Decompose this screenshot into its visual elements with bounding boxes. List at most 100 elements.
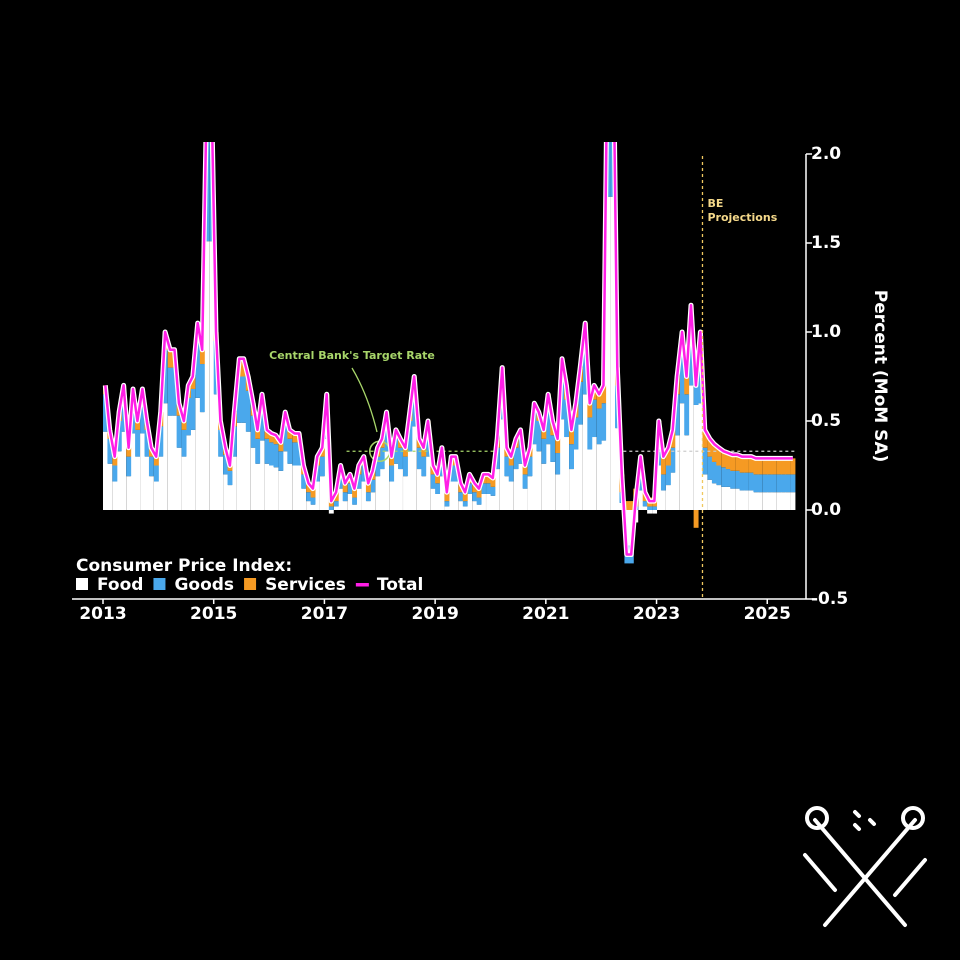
bar-segment <box>518 438 524 464</box>
bar-segment <box>573 449 579 510</box>
bar-segment <box>190 388 196 430</box>
bar-segment <box>375 456 381 477</box>
bar-segment <box>379 469 385 510</box>
bar-segment <box>647 506 653 510</box>
bar-segment <box>328 510 334 514</box>
bar-segment <box>264 438 270 464</box>
bar-segment <box>126 476 132 510</box>
bar-segment <box>227 465 233 471</box>
bar-segment <box>564 399 570 438</box>
bar-segment <box>467 483 473 494</box>
bar-segment <box>287 429 293 439</box>
legend-label: Food <box>97 575 143 595</box>
bar-segment <box>153 465 159 482</box>
bar-segment <box>781 458 787 475</box>
bar-segment <box>486 493 491 510</box>
bar-segment <box>458 492 464 502</box>
bar-segment <box>582 394 588 510</box>
bar-segment <box>481 483 486 494</box>
x-tick-label: 2013 <box>79 604 126 624</box>
y-tick-label: 1.0 <box>811 322 841 342</box>
bar-segment <box>744 456 749 473</box>
bar-segment <box>181 421 187 430</box>
bar-segment <box>541 429 547 439</box>
bar-segment <box>721 467 727 487</box>
bar-segment <box>684 394 690 436</box>
bar-segment <box>158 426 164 457</box>
legend-swatch <box>355 583 369 587</box>
bar-segment <box>776 474 782 493</box>
bar-segment <box>513 447 519 470</box>
bar-segment <box>250 447 256 510</box>
bar-segment <box>610 196 616 510</box>
bar-segment <box>688 323 694 386</box>
bar-segment <box>282 421 288 452</box>
x-tick-label: 2021 <box>522 604 569 624</box>
bar-segment <box>642 501 648 507</box>
bar-segment <box>577 381 583 425</box>
bar-segment <box>241 422 247 510</box>
bar-segment <box>564 437 570 510</box>
bar-segment <box>785 492 791 510</box>
bar-segment <box>241 376 247 423</box>
bar-segment <box>490 477 496 487</box>
bar-segment <box>107 438 113 464</box>
bar-segment <box>370 492 376 510</box>
bar-segment <box>462 501 468 507</box>
bar-segment <box>555 474 561 510</box>
bar-segment <box>647 510 653 514</box>
bar-segment <box>577 424 583 510</box>
bar-segment <box>342 492 348 502</box>
bar-segment <box>674 394 680 436</box>
bar-segment <box>684 376 690 395</box>
bar-segment <box>389 456 395 466</box>
bar-segment <box>467 493 473 510</box>
bar-segment <box>176 447 182 510</box>
y-axis-label: Percent (MoM SA) <box>870 290 890 463</box>
bar-segment <box>255 438 261 464</box>
bar-segment <box>545 408 551 445</box>
bar-segment <box>660 474 666 491</box>
bar-segment <box>504 476 510 510</box>
bar-segment <box>282 451 288 510</box>
bar-segment <box>555 438 561 454</box>
bar-segment <box>250 415 256 448</box>
bar-segment <box>389 481 395 510</box>
bar-segment <box>753 474 759 493</box>
bar-segment <box>771 474 777 493</box>
bar-segment <box>444 492 450 502</box>
x-tick-label: 2017 <box>301 604 348 624</box>
bar-segment <box>698 403 703 510</box>
bar-segment <box>587 403 593 418</box>
bar-segment <box>269 442 274 466</box>
bar-segment <box>739 456 745 473</box>
bar-segment <box>273 444 279 468</box>
bar-segment <box>398 447 403 470</box>
annotation: Central Bank's Target Rate <box>269 349 435 362</box>
bar-segment <box>112 465 118 482</box>
bar-segment <box>135 429 141 457</box>
bar-segment <box>162 403 168 510</box>
x-tick-label: 2023 <box>633 604 680 624</box>
bar-segment <box>453 465 459 482</box>
bar-segment <box>421 476 427 510</box>
bar-segment <box>319 456 325 477</box>
bar-segment <box>167 367 173 416</box>
bar-segment <box>730 470 736 489</box>
legend-label: Services <box>265 575 346 595</box>
bar-segment <box>264 429 270 439</box>
bar-segment <box>748 456 754 473</box>
y-tick-label: -0.5 <box>811 589 848 609</box>
bar-segment <box>338 488 344 510</box>
bar-segment <box>384 451 390 510</box>
bar-segment <box>379 447 385 470</box>
bar-segment <box>453 481 459 510</box>
bar-segment <box>527 476 533 510</box>
bar-segment <box>790 474 796 493</box>
annotation-arrow <box>351 367 378 433</box>
bar-segment <box>771 458 777 475</box>
legend-title: Consumer Price Index: <box>76 556 292 576</box>
bar-segment <box>361 465 367 482</box>
bar-segment <box>550 435 556 462</box>
bar-segment <box>126 456 132 477</box>
